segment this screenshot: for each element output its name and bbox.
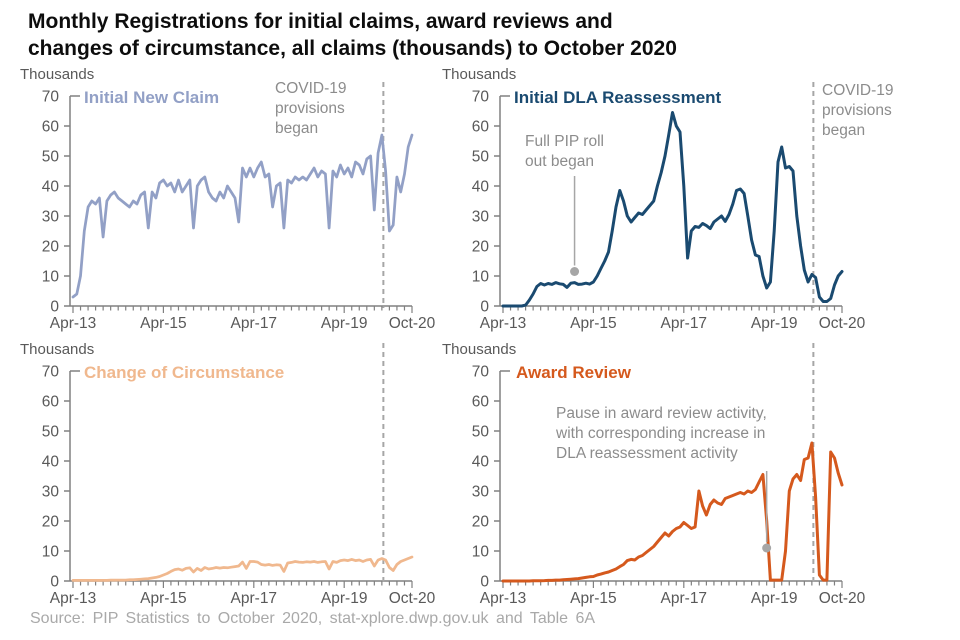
series-line	[501, 111, 844, 308]
y-tick-label: 10	[472, 269, 490, 286]
award-review-pause-annotation: Pause in award review activity, with cor…	[556, 405, 767, 462]
x-tick-label: Apr-15	[570, 590, 617, 607]
full-pip-rollout-annotation: Full PIP roll out began	[525, 133, 604, 170]
series-line	[501, 441, 844, 583]
x-tick-label: Apr-13	[480, 315, 527, 332]
y-axis-unit-label: Thousands	[20, 341, 95, 358]
y-tick-label: 70	[42, 364, 60, 381]
y-tick-label: 50	[42, 424, 60, 441]
figure-title-line2: changes of circumstance, all claims (tho…	[28, 37, 677, 60]
y-tick-label: 10	[42, 544, 60, 561]
x-tick-label: Apr-19	[321, 315, 368, 332]
series-title-initial-dla-reassessment: Initial DLA Reassessment	[514, 88, 722, 107]
x-tick-label: Apr-15	[140, 590, 187, 607]
y-tick-label: 60	[42, 119, 60, 136]
x-tick-label: Apr-15	[570, 315, 617, 332]
y-axis-unit-label: Thousands	[442, 66, 517, 83]
panel-change-of-circumstance: Thousands 0 10 20 30 40 50 60 70 Apr-13 Apr-15 Apr…	[0, 337, 440, 612]
x-tick-label: Apr-17	[661, 590, 708, 607]
y-tick-label: 0	[480, 574, 489, 591]
x-tick-label: Apr-17	[661, 315, 708, 332]
figure-title: Monthly Registrations for initial claims…	[28, 8, 677, 62]
y-tick-label: 50	[472, 424, 490, 441]
y-tick-label: 20	[472, 514, 490, 531]
x-tick-label: Apr-13	[50, 315, 97, 332]
y-tick-label: 30	[472, 484, 490, 501]
y-tick-label: 60	[472, 394, 490, 411]
series-line	[71, 555, 414, 582]
y-tick-label: 0	[480, 299, 489, 316]
x-tick-label: Oct-20	[819, 590, 866, 607]
y-tick-label: 30	[472, 209, 490, 226]
x-tick-label: Apr-19	[751, 315, 798, 332]
y-tick-label: 70	[42, 89, 60, 106]
annotation-dot	[570, 267, 580, 276]
panel-initial-dla-reassessment: Thousands 0 10 20 30 40 50 60 70 Apr-13 Apr-15 Apr…	[430, 62, 960, 337]
annotation-dot	[762, 543, 772, 553]
y-tick-label: 60	[42, 394, 60, 411]
x-tick-label: Apr-17	[231, 315, 278, 332]
series-title-award-review: Award Review	[516, 363, 631, 382]
x-tick-label: Apr-13	[50, 590, 97, 607]
chart-initial-dla-reassessment: 0 10 20 30 40 50 60 70 Apr-13 Apr-15 Apr-17 Apr-19 O…	[472, 82, 866, 332]
y-tick-label: 20	[472, 239, 490, 256]
series-line	[71, 133, 414, 299]
panel-award-review: Thousands 0 10 20 30 40 50 60 70 Apr-13 Apr-15 Apr…	[430, 337, 960, 612]
x-tick-label: Oct-20	[389, 590, 436, 607]
x-tick-label: Apr-13	[480, 590, 527, 607]
x-tick-label: Apr-15	[140, 315, 187, 332]
chart-change-of-circumstance: 0 10 20 30 40 50 60 70 Apr-13 Apr-15 Apr-17 Apr-19 O…	[42, 343, 436, 607]
y-tick-label: 40	[42, 454, 60, 471]
source-note: Source: PIP Statistics to October 2020, …	[30, 610, 596, 627]
y-tick-label: 10	[42, 269, 60, 286]
y-tick-label: 30	[42, 484, 60, 501]
panel-initial-new-claim: Thousands 0 10 20 30 40 50 60 70 Apr-13 Apr-15 Apr…	[0, 62, 440, 337]
covid-provisions-annotation: COVID-19 provisions began	[275, 80, 347, 137]
y-tick-label: 50	[472, 149, 490, 166]
x-tick-label: Oct-20	[819, 315, 866, 332]
y-axis-unit-label: Thousands	[442, 341, 517, 358]
y-axis-unit-label: Thousands	[20, 66, 95, 83]
chart-initial-new-claim: 0 10 20 30 40 50 60 70 Apr-13 Apr-15 Apr-17 Apr-19 O…	[42, 82, 436, 332]
x-tick-label: Apr-17	[231, 590, 278, 607]
covid-provisions-annotation: COVID-19 provisions began	[822, 82, 894, 139]
figure-title-line1: Monthly Registrations for initial claims…	[28, 10, 613, 33]
x-tick-label: Oct-20	[389, 315, 436, 332]
series-title-change-of-circumstance: Change of Circumstance	[84, 363, 285, 382]
x-tick-label: Apr-19	[321, 590, 368, 607]
y-tick-label: 70	[472, 89, 490, 106]
chart-award-review: 0 10 20 30 40 50 60 70 Apr-13 Apr-15 Apr-17 Apr-19 O…	[472, 343, 866, 607]
x-tick-label: Apr-19	[751, 590, 798, 607]
series-title-initial-new-claim: Initial New Claim	[84, 88, 220, 107]
y-tick-label: 40	[472, 179, 490, 196]
y-tick-label: 50	[42, 149, 60, 166]
y-tick-label: 40	[42, 179, 60, 196]
y-tick-label: 0	[50, 299, 59, 316]
y-tick-label: 20	[42, 514, 60, 531]
y-tick-label: 0	[50, 574, 59, 591]
y-tick-label: 30	[42, 209, 60, 226]
y-tick-label: 10	[472, 544, 490, 561]
y-tick-label: 40	[472, 454, 490, 471]
y-tick-label: 60	[472, 119, 490, 136]
y-tick-label: 20	[42, 239, 60, 256]
y-tick-label: 70	[472, 364, 490, 381]
